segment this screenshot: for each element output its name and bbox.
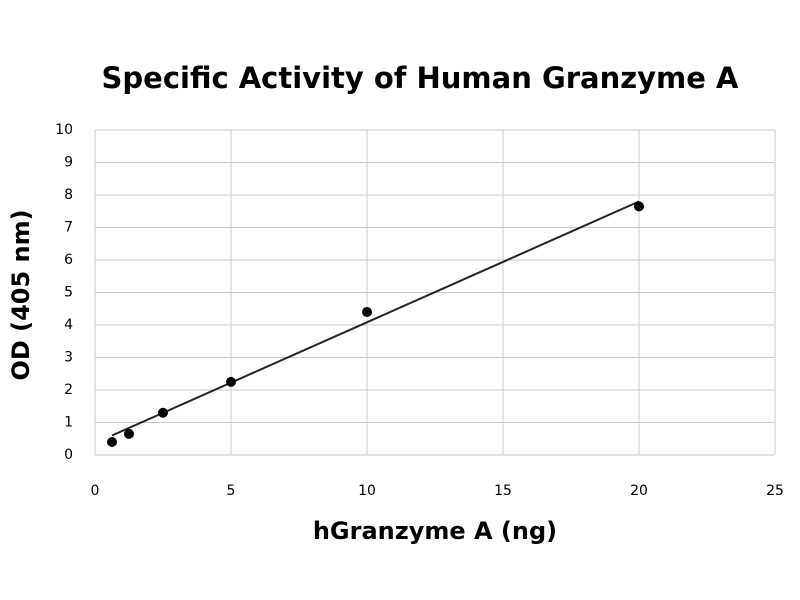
x-axis-label: hGranzyme A (ng): [313, 517, 557, 545]
y-tick-label: 9: [64, 155, 73, 171]
y-tick-label: 6: [64, 252, 73, 268]
y-tick-label: 4: [64, 317, 73, 333]
y-tick-label: 7: [64, 220, 73, 236]
x-tick-label: 15: [494, 483, 512, 499]
chart-title: Specific Activity of Human Granzyme A: [102, 61, 740, 95]
x-tick-label: 5: [227, 483, 236, 499]
x-tick-label: 10: [358, 483, 376, 499]
data-point: [124, 428, 134, 439]
y-tick-label: 8: [64, 187, 73, 203]
data-point: [362, 307, 372, 317]
data-point: [634, 201, 644, 212]
y-tick-label: 3: [64, 350, 73, 366]
y-tick-label: 1: [64, 415, 73, 431]
data-point: [158, 407, 168, 418]
x-tick-label: 0: [91, 483, 100, 499]
x-tick-label: 25: [766, 483, 784, 499]
y-tick-label: 0: [64, 447, 73, 463]
y-tick-label: 10: [55, 122, 73, 138]
y-tick-label: 2: [64, 382, 73, 398]
data-point: [226, 376, 236, 387]
y-axis-label: OD (405 nm): [7, 209, 35, 380]
trendline: [111, 200, 640, 437]
x-tick-label: 20: [630, 483, 648, 499]
y-tick-label: 5: [64, 285, 73, 301]
data-point: [107, 437, 117, 447]
